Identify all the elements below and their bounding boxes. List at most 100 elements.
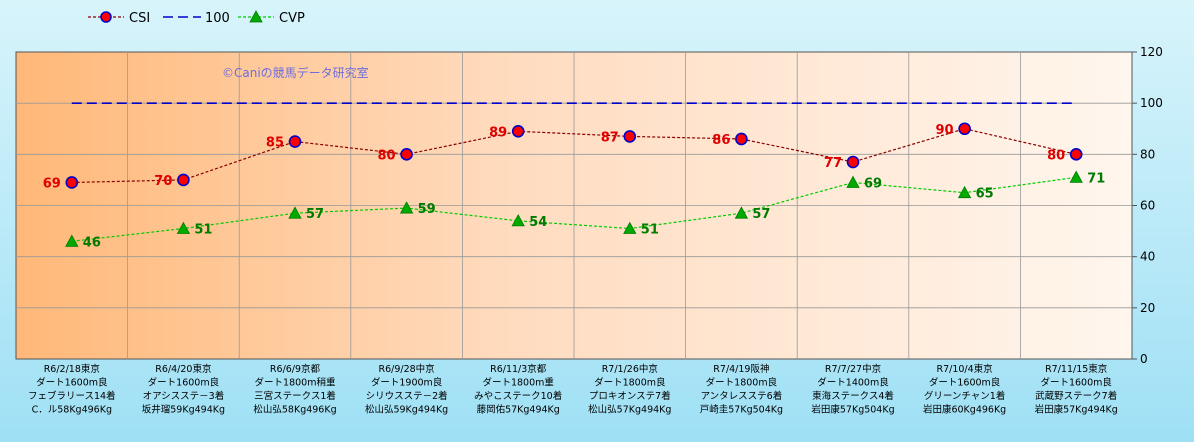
cvp-data-label: 69 <box>864 176 882 191</box>
x-tick-label-line: ダート1600m良 <box>1040 377 1112 389</box>
cvp-data-label: 57 <box>752 207 770 222</box>
csi-data-label: 89 <box>489 125 507 140</box>
x-tick-label-line: R6/6/9京都 <box>270 363 321 375</box>
x-tick-label: R6/4/20東京ダート1600m良オアシスステ－3着坂井瑠59Kg494Kg <box>142 363 225 416</box>
x-tick-label-line: 東海ステークス4着 <box>812 390 894 402</box>
csi-data-label: 85 <box>266 136 284 151</box>
x-tick-label-line: プロキオンステ7着 <box>589 390 671 402</box>
csi-data-label: 90 <box>936 123 954 138</box>
x-tick-label-line: R7/1/26中京 <box>602 363 658 375</box>
x-tick-label-line: R6/2/18東京 <box>44 363 100 375</box>
x-tick-label: R7/4/19阪神ダート1800m良アンタレスステ6着戸崎圭57Kg504Kg <box>700 363 783 416</box>
legend-marker-csi <box>100 11 112 23</box>
x-tick-label-line: R7/4/19阪神 <box>713 363 769 375</box>
x-tick-label-line: 岩田康60Kg496Kg <box>923 404 1006 416</box>
csi-data-label: 87 <box>601 130 619 145</box>
x-tick-label-line: 武蔵野ステーク7着 <box>1035 390 1117 402</box>
cvp-point <box>734 206 749 219</box>
x-tick-label-line: ダート1600m良 <box>929 377 1001 389</box>
cvp-data-label: 51 <box>194 223 212 238</box>
x-tick-label-line: 坂井瑠59Kg494Kg <box>142 404 225 416</box>
x-tick-label: R6/6/9京都ダート1800m稍重三宮ステークス1着松山弘58Kg496Kg <box>253 363 336 416</box>
x-tick-label-line: R7/7/27中京 <box>825 363 881 375</box>
cvp-data-label: 57 <box>306 207 324 222</box>
data-labels: 46 51 57 59 54 51 57 69 65 71 69 70 85 80 89 87 86 77 90 80 <box>43 123 1106 251</box>
x-tick-label-line: 岩田康57Kg494Kg <box>1035 404 1118 416</box>
cvp-data-label: 59 <box>418 202 436 217</box>
y-tick-label: 100 <box>1140 96 1163 110</box>
cvp-point <box>399 201 414 214</box>
csi-point <box>735 132 748 146</box>
csi-point <box>1069 148 1083 161</box>
csi-point <box>288 135 302 148</box>
cvp-point <box>623 221 637 234</box>
cvp-data-label: 54 <box>529 215 547 230</box>
x-tick-label: R7/11/15東京ダート1600m良武蔵野ステーク7着岩田康57Kg494Kg <box>1035 363 1118 416</box>
csi-point <box>65 176 79 189</box>
cvp-data-label: 51 <box>641 223 659 238</box>
x-tick-label-line: R6/4/20東京 <box>155 363 211 375</box>
series-line-csi <box>71 128 1077 184</box>
x-tick-label: R7/1/26中京ダート1800m良プロキオンステ7着松山弘57Kg494Kg <box>588 363 671 416</box>
y-tick-label: 0 <box>1140 352 1148 366</box>
y-tick-label: 60 <box>1140 199 1155 213</box>
csi-point <box>511 125 525 138</box>
cvp-point <box>65 234 79 247</box>
legend-label-100: 100 <box>205 11 230 26</box>
y-tick-label: 40 <box>1140 250 1155 264</box>
series-layer <box>65 102 1083 247</box>
cvp-point <box>846 175 860 188</box>
x-tick-label-line: フェブラリース14着 <box>28 390 116 402</box>
csi-data-label: 70 <box>154 174 172 189</box>
x-tick-label-line: ダート1600m良 <box>36 377 108 389</box>
x-tick-label-line: ダート1800m重 <box>482 377 554 389</box>
cvp-data-label: 71 <box>1087 171 1105 186</box>
csi-data-label: 86 <box>712 133 730 148</box>
x-tick-label-line: ダート1600m良 <box>148 377 220 389</box>
cvp-point <box>957 185 972 199</box>
csi-point <box>958 122 971 136</box>
x-tick-label-line: 松山弘58Kg496Kg <box>253 404 336 416</box>
cvp-data-label: 46 <box>83 235 101 250</box>
axes: 0 20 40 60 80 100 120 R6/2/18東京ダート1600m良フェブラリース… <box>28 45 1163 416</box>
x-tick-label-line: C．ル58Kg496Kg <box>32 405 112 416</box>
y-tick-label: 20 <box>1140 301 1155 315</box>
x-tick-label-line: 岩田康57Kg504Kg <box>811 404 894 416</box>
x-tick-label: R7/7/27中京ダート1400m良東海ステークス4着岩田康57Kg504Kg <box>811 363 894 416</box>
x-tick-label-line: 松山弘57Kg494Kg <box>588 404 671 416</box>
x-tick-label: R6/2/18東京ダート1600m良フェブラリース14着 C．ル58Kg496Kg <box>28 363 116 416</box>
csi-point <box>623 130 637 143</box>
cvp-point <box>176 221 191 234</box>
x-tick-label-line: 松山弘59Kg494Kg <box>365 404 448 416</box>
cvp-point <box>1069 170 1083 183</box>
x-tick-label-line: 戸崎圭57Kg504Kg <box>700 404 783 416</box>
x-tick-label-line: みやこステーク10着 <box>474 390 562 402</box>
legend-label-cvp: CVP <box>279 11 305 26</box>
x-tick-label-line: R7/11/15東京 <box>1045 363 1107 375</box>
x-tick-label-line: アンタレスステ6着 <box>701 390 783 402</box>
csi-point <box>177 173 190 187</box>
x-tick-label-line: ダート1800m良 <box>594 377 666 389</box>
legend: CSI 100 CVP <box>88 10 305 26</box>
y-tick-label: 120 <box>1140 45 1163 59</box>
y-tick-label: 80 <box>1140 147 1155 161</box>
x-tick-label-line: ダート1900m良 <box>371 377 443 389</box>
csi-point <box>400 148 413 161</box>
cvp-data-label: 65 <box>976 187 994 202</box>
cvp-point <box>511 214 525 227</box>
x-tick-label: R7/10/4東京ダート1600m良グリーンチャン1着岩田康60Kg496Kg <box>923 363 1006 416</box>
x-tick-label-line: R6/9/28中京 <box>379 363 435 375</box>
csi-point <box>846 155 860 169</box>
cvp-point <box>288 206 302 219</box>
x-tick-label-line: シリウスステ－2着 <box>366 390 448 402</box>
x-tick-label-line: R7/10/4東京 <box>937 363 993 375</box>
x-tick-label-line: グリーンチャン1着 <box>924 390 1005 402</box>
x-tick-label: R6/9/28中京ダート1900m良シリウスステ－2着松山弘59Kg494Kg <box>365 363 448 416</box>
legend-label-csi: CSI <box>129 11 150 26</box>
watermark: ©Caniの競馬データ研究室 <box>222 65 369 80</box>
csi-data-label: 80 <box>378 148 396 163</box>
series-line-cvp <box>71 176 1077 242</box>
x-tick-label-line: オアシスステ－3着 <box>143 390 225 402</box>
csi-data-label: 80 <box>1047 148 1065 163</box>
csi-data-label: 69 <box>43 176 61 191</box>
